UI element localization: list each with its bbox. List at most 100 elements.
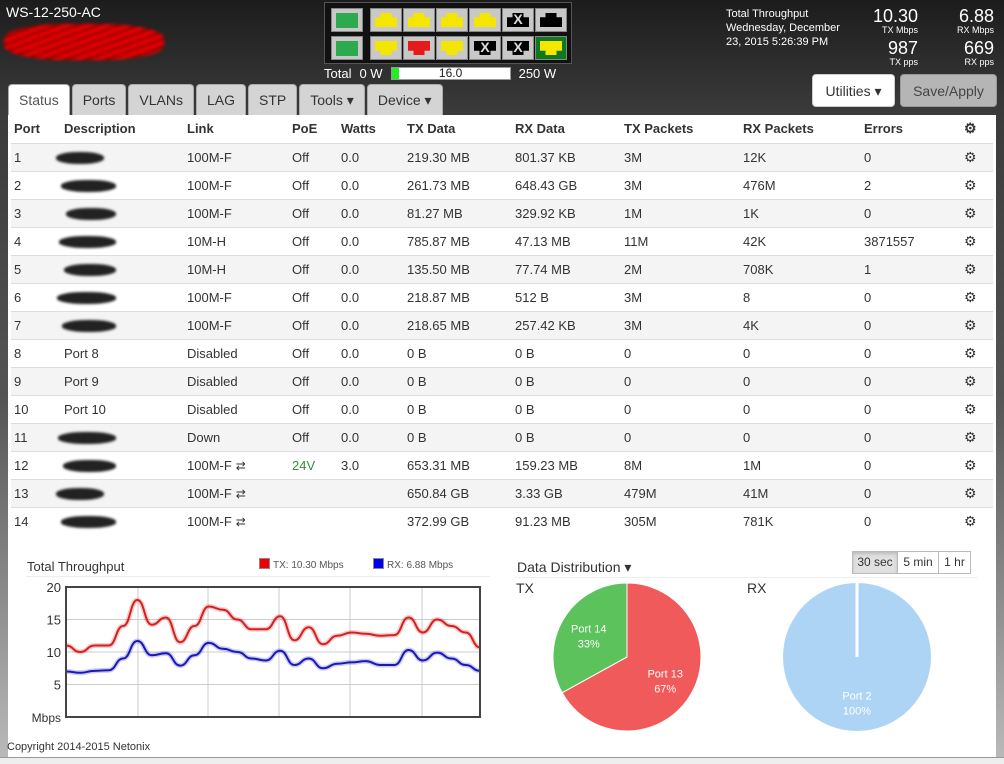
sfp-port-2[interactable] [331, 36, 363, 60]
tab-lag[interactable]: LAG [195, 84, 246, 115]
tab-device[interactable]: Device ▾ [366, 84, 443, 115]
column-header-rx-packets[interactable]: RX Packets [743, 121, 814, 137]
column-header-tx-data[interactable]: TX Data [407, 121, 456, 137]
range-5min-button[interactable]: 5 min [897, 551, 939, 574]
column-settings-gear-icon[interactable]: ⚙ [964, 120, 977, 137]
table-row[interactable]: 11 Down Off 0.0 0 B 0 B 0 0 0 ⚙ [11, 422, 993, 451]
port-settings-gear-icon[interactable]: ⚙ [961, 282, 993, 311]
table-row[interactable]: 4 10M-H Off 0.0 785.87 MB 47.13 MB 11M 42K 38715… [11, 226, 993, 255]
cell-link: 10M-H [184, 254, 289, 283]
column-header-link[interactable]: Link [187, 121, 214, 137]
cell-rx-packets: 42K [740, 226, 861, 255]
port-settings-gear-icon[interactable]: ⚙ [961, 226, 993, 255]
cell-text: 1 [864, 261, 872, 277]
table-row[interactable]: 10 Port 10 Disabled Off 0.0 0 B 0 B 0 0 0 ⚙ [11, 394, 993, 423]
port-settings-gear-icon[interactable]: ⚙ [961, 170, 993, 199]
ethernet-port-11[interactable]: X [502, 36, 534, 60]
cell-tx-packets: 1M [621, 198, 740, 227]
cell-link: 100M-F ⇄ [184, 506, 289, 535]
table-row[interactable]: 14 100M-F ⇄ 372.99 GB 91.23 MB 305M 781K 0 ⚙ [11, 506, 993, 535]
ethernet-port-10[interactable]: X [469, 36, 501, 60]
table-row[interactable]: 9 Port 9 Disabled Off 0.0 0 B 0 B 0 0 0 ⚙ [11, 366, 993, 395]
cell-errors: 0 [861, 338, 961, 367]
table-row[interactable]: 12 100M-F ⇄ 24V 3.0 653.31 MB 159.23 MB 8M 1M 0 ⚙ [11, 450, 993, 479]
port-settings-gear-icon[interactable]: ⚙ [961, 310, 993, 339]
tab-stp[interactable]: STP [247, 84, 298, 115]
ethernet-port-1[interactable] [370, 8, 402, 32]
column-header-errors[interactable]: Errors [864, 121, 904, 137]
cell-text: 0.0 [341, 205, 360, 221]
range-30sec-button[interactable]: 30 sec [852, 551, 898, 574]
cell-text: 2 [14, 177, 22, 193]
save-apply-button[interactable]: Save/Apply [900, 74, 997, 107]
redacted-description [62, 320, 116, 333]
cell-rx-data: 329.92 KB [512, 198, 621, 227]
cell-text: 0 B [407, 429, 427, 445]
table-row[interactable]: 2 100M-F Off 0.0 261.73 MB 648.43 GB 3M 476M 2 ⚙ [11, 170, 993, 199]
port-settings-gear-icon[interactable]: ⚙ [961, 450, 993, 479]
table-row[interactable]: 6 100M-F Off 0.0 218.87 MB 512 B 3M 8 0 ⚙ [11, 282, 993, 311]
port-settings-gear-icon[interactable]: ⚙ [961, 394, 993, 423]
pie-slice-port-14[interactable] [552, 582, 628, 694]
ethernet-port-7[interactable] [370, 36, 402, 60]
table-row[interactable]: 5 10M-H Off 0.0 135.50 MB 77.74 MB 2M 708K 1 ⚙ [11, 254, 993, 283]
column-header-description[interactable]: Description [64, 121, 136, 137]
table-row[interactable]: 13 100M-F ⇄ 650.84 GB 3.33 GB 479M 41M 0 ⚙ [11, 478, 993, 507]
table-row[interactable]: 3 100M-F Off 0.0 81.27 MB 329.92 KB 1M 1K 0 ⚙ [11, 198, 993, 227]
pie-slice-port-13[interactable] [561, 582, 702, 732]
range-1hr-button[interactable]: 1 hr [938, 551, 971, 574]
cell-text: 81.27 MB [407, 205, 463, 221]
cell-link: Disabled [184, 394, 289, 423]
cell-text: 135.50 MB [407, 261, 470, 277]
cell-text: 0 [864, 317, 872, 333]
cell-text: 650.84 GB [407, 485, 470, 501]
cell-rx-packets: 41M [740, 478, 861, 507]
cell-rx-packets: 0 [740, 338, 861, 367]
pie-slice-percent: 67% [654, 684, 676, 696]
cell-tx-packets: 0 [621, 366, 740, 395]
column-header-port[interactable]: Port [14, 121, 40, 137]
tab-tools[interactable]: Tools ▾ [299, 84, 365, 115]
cell-rx-data: 159.23 MB [512, 450, 621, 479]
cell-errors: 2 [861, 170, 961, 199]
distribution-pies: Port 13 67% Port 14 33% Port 2 100% [552, 582, 931, 732]
pie-slice-label: Port 2 [842, 690, 871, 702]
cell-port: 2 [11, 170, 61, 199]
ethernet-port-2[interactable] [403, 8, 435, 32]
tab-ports[interactable]: Ports [71, 84, 127, 115]
column-header-tx-packets[interactable]: TX Packets [624, 121, 694, 137]
tab-status[interactable]: Status [8, 84, 70, 116]
column-header-rx-data[interactable]: RX Data [515, 121, 565, 137]
ethernet-port-4[interactable] [469, 8, 501, 32]
port-settings-gear-icon[interactable]: ⚙ [961, 142, 993, 171]
ethernet-port-6[interactable] [535, 8, 567, 32]
column-header-watts[interactable]: Watts [341, 121, 376, 137]
cell-errors: 0 [861, 366, 961, 395]
port-settings-gear-icon[interactable]: ⚙ [961, 478, 993, 507]
cell-text: 3M [624, 149, 643, 165]
port-settings-gear-icon[interactable]: ⚙ [961, 198, 993, 227]
port-settings-gear-icon[interactable]: ⚙ [961, 254, 993, 283]
port-settings-gear-icon[interactable]: ⚙ [961, 366, 993, 395]
table-row[interactable]: 7 100M-F Off 0.0 218.65 MB 257.42 KB 3M 4K 0 ⚙ [11, 310, 993, 339]
utilities-dropdown[interactable]: Utilities ▾ [812, 74, 895, 107]
ethernet-port-12[interactable] [535, 36, 567, 60]
port-settings-gear-icon[interactable]: ⚙ [961, 338, 993, 367]
ethernet-port-5[interactable]: X [502, 8, 534, 32]
sfp-port-1[interactable] [331, 8, 363, 32]
ethernet-port-8[interactable] [403, 36, 435, 60]
ethernet-port-9[interactable] [436, 36, 468, 60]
cell-text: Disabled [187, 401, 238, 417]
ethernet-port-3[interactable] [436, 8, 468, 32]
cell-text: 100M-F [187, 317, 232, 333]
port-settings-gear-icon[interactable]: ⚙ [961, 422, 993, 451]
port-settings-gear-icon[interactable]: ⚙ [961, 506, 993, 535]
cell-text: 261.73 MB [407, 177, 470, 193]
lag-swap-icon: ⇄ [235, 458, 246, 473]
data-distribution-dropdown[interactable]: Data Distribution ▾ [517, 559, 632, 575]
column-header-poe[interactable]: PoE [292, 121, 318, 137]
table-row[interactable]: 1 100M-F Off 0.0 219.30 MB 801.37 KB 3M 12K 0 ⚙ [11, 142, 993, 171]
cell-description [61, 506, 184, 535]
table-row[interactable]: 8 Port 8 Disabled Off 0.0 0 B 0 B 0 0 0 ⚙ [11, 338, 993, 367]
tab-vlans[interactable]: VLANs [128, 84, 194, 115]
